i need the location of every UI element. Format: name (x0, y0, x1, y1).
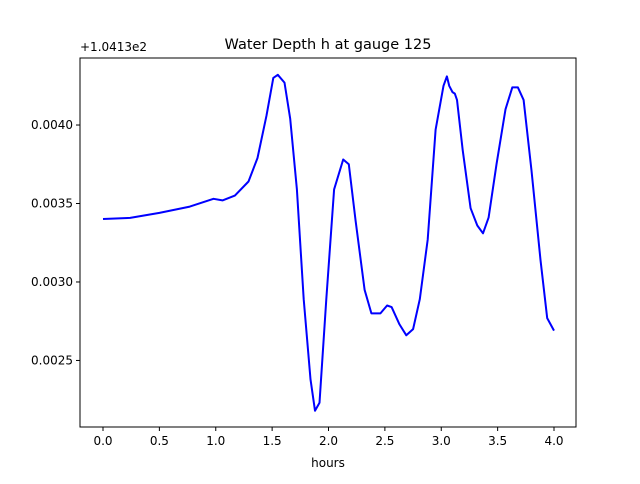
x-tick-label: 0.5 (150, 434, 169, 448)
y-tick-label: 0.0025 (31, 353, 73, 367)
series-line-h (102, 73, 555, 412)
chart-title: Water Depth h at gauge 125 (225, 37, 432, 53)
x-tick-label: 1.5 (263, 434, 282, 448)
x-tick-label: 0.0 (93, 434, 112, 448)
x-tick-label: 2.5 (375, 434, 394, 448)
y-tick-label: 0.0035 (31, 196, 73, 210)
x-tick-label: 2.0 (319, 434, 338, 448)
x-ticks: 0.0 0.5 1.0 1.5 2.0 2.5 3.0 3.5 4.0 (93, 427, 564, 448)
x-tick-label: 4.0 (544, 434, 563, 448)
x-tick-label: 3.5 (488, 434, 507, 448)
y-tick-label: 0.0030 (31, 275, 73, 289)
x-tick-label: 1.0 (206, 434, 225, 448)
plot-frame (79, 57, 577, 428)
y-ticks: 0.0025 0.0030 0.0035 0.0040 (31, 118, 80, 367)
x-axis-label: hours (311, 456, 345, 470)
x-tick-label: 3.0 (432, 434, 451, 448)
y-offset-text: +1.0413e2 (80, 40, 147, 54)
y-tick-label: 0.0040 (31, 118, 73, 132)
